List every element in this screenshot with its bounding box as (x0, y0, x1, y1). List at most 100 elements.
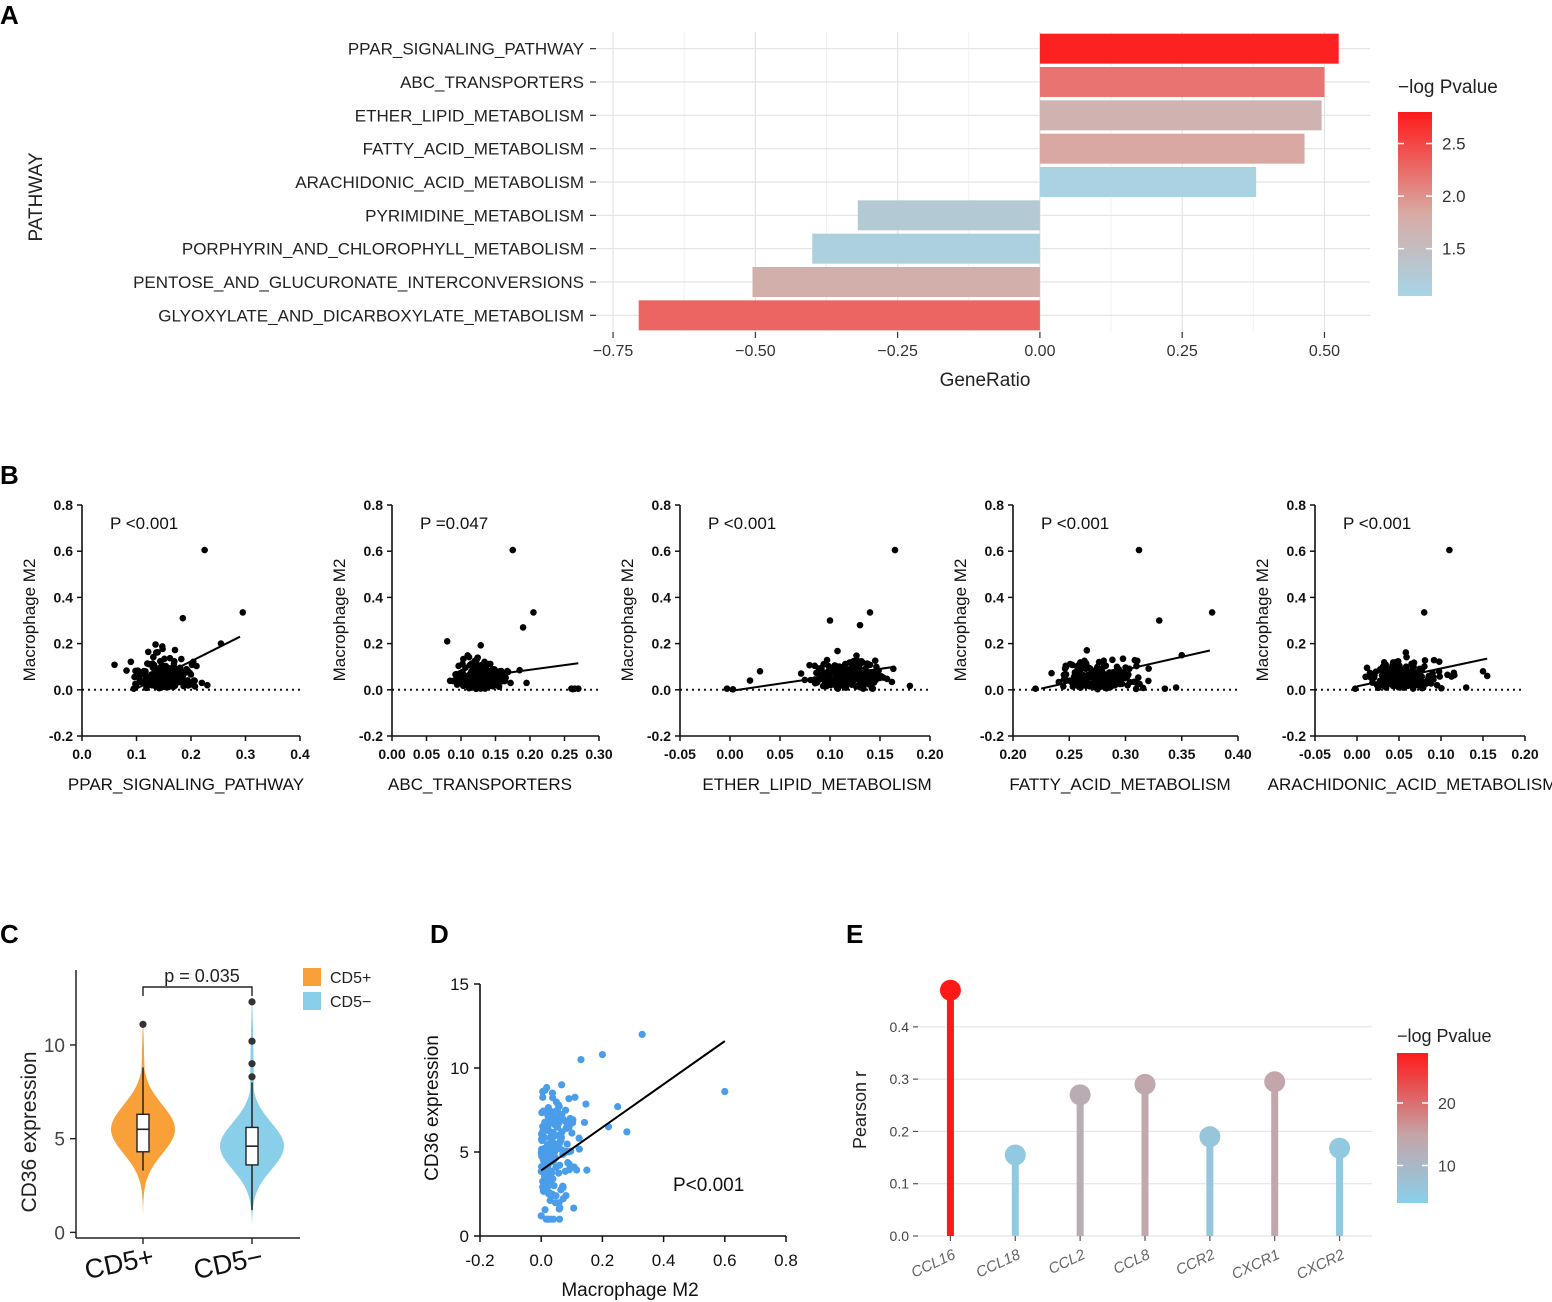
panel-b-point (171, 646, 179, 654)
panel-c-outlier (248, 1073, 256, 1081)
panel-b-point (1352, 685, 1359, 692)
panel-b-point (171, 657, 178, 665)
panel-b-point (1085, 664, 1092, 671)
panel-d-xtick-label: 0.0 (529, 1251, 553, 1270)
panel-b-point (836, 666, 844, 674)
panel-b-point (150, 664, 157, 672)
panel-d-ytick-label: 10 (450, 1059, 469, 1078)
panel-a-xtick-label: −0.50 (735, 343, 776, 360)
panel-b-ytick-label: 0.6 (54, 543, 74, 559)
panel-b-point (159, 645, 166, 653)
panel-b-ytick-label: 0.0 (985, 682, 1005, 698)
panel-d-point (541, 1206, 549, 1214)
panel-d-point (566, 1114, 574, 1123)
panel-b-point (111, 661, 118, 669)
panel-b-point (496, 674, 503, 682)
panel-b-point (1100, 683, 1108, 691)
panel-b-xtick-label: -0.05 (664, 746, 696, 762)
panel-b-ylabel: Macrophage M2 (951, 559, 970, 682)
panel-b-point (134, 667, 142, 674)
panel-b-ytick-label: 0.2 (364, 636, 384, 652)
panel-b-point (152, 641, 159, 648)
panel-a-colorbar (1398, 112, 1432, 296)
panel-d-point (575, 1145, 583, 1153)
panel-d-point (539, 1093, 547, 1101)
panel-b-xtick-label: 0.15 (866, 746, 893, 762)
panel-b-point (888, 678, 896, 686)
panel-b-point (239, 609, 247, 616)
panel-b-point (127, 658, 135, 666)
panel-b-point (1390, 663, 1398, 671)
panel-d-point (572, 1166, 581, 1174)
panel-b-ytick-label: 0.2 (1287, 636, 1307, 652)
panel-b-point (1048, 669, 1055, 677)
panel-d-point (545, 1111, 554, 1119)
panel-a-bar (1039, 67, 1325, 97)
panel-e-category-label: CXCR2 (1294, 1246, 1348, 1283)
panel-e-colorbar (1397, 1053, 1428, 1203)
panel-b-point (1436, 673, 1444, 680)
panel-b-xtick-label: 0.15 (1469, 746, 1496, 762)
panel-b-point (723, 685, 731, 692)
panel-b-point (477, 665, 485, 673)
panel-d-point (550, 1182, 558, 1190)
panel-b-point (507, 679, 514, 687)
panel-b-ytick-label: 0.6 (985, 543, 1005, 559)
panel-d-point (580, 1118, 589, 1127)
panel-c-category-label: CD5− (191, 1241, 265, 1285)
panel-b-trendline (450, 662, 579, 682)
panel-d-point (548, 1089, 557, 1097)
panel-b-ytick-label: 0.4 (54, 589, 74, 605)
panel-b-point (1083, 647, 1091, 654)
panel-b-xtick-label: 0.00 (378, 746, 405, 762)
panel-b-point (1155, 617, 1163, 624)
panel-b-ytick-label: -0.2 (647, 728, 671, 744)
panel-b-point (1379, 663, 1387, 671)
panel-b-ytick-label: 0.2 (54, 636, 74, 652)
panel-b-point (756, 668, 764, 675)
panel-e-dot (1069, 1084, 1091, 1106)
panel-b-ytick-label: 0.8 (54, 497, 74, 513)
panel-d-point (638, 1030, 646, 1038)
panel-d-ylabel: CD36 expression (422, 1035, 443, 1181)
panel-d-point (543, 1215, 551, 1223)
panel-b-point (1134, 657, 1141, 665)
panel-b-ytick-label: 0.2 (985, 636, 1005, 652)
panel-a-bar (1039, 133, 1305, 164)
panel-b-point (1427, 680, 1435, 687)
panel-b-point (1069, 683, 1077, 690)
panel-d-point (583, 1166, 591, 1174)
panel-b-p-value: P <0.001 (110, 514, 178, 533)
panel-letter-b: B (0, 460, 19, 490)
panel-b-xlabel: FATTY_ACID_METABOLISM (1009, 775, 1230, 794)
panel-b-xtick-label: 0.1 (127, 746, 147, 762)
panel-e-ylabel: Pearson r (850, 1071, 870, 1149)
panel-b-xlabel: PPAR_SIGNALING_PATHWAY (68, 775, 304, 794)
panel-b-ylabel: Macrophage M2 (330, 559, 349, 682)
panel-b-point (1414, 681, 1422, 688)
panel-b-point (472, 682, 480, 690)
panel-d-point (558, 1081, 566, 1089)
panel-a-ylabel: PATHWAY (26, 152, 47, 241)
panel-a-category-label: ARACHIDONIC_ACID_METABOLISM (295, 173, 584, 192)
panel-b-xtick-label: 0.4 (290, 746, 310, 762)
panel-d-point (568, 1129, 576, 1137)
panel-b-point (1116, 678, 1123, 686)
panel-b-point (1135, 674, 1142, 681)
panel-a-bar (1039, 167, 1257, 197)
panel-e-dot (1004, 1144, 1026, 1166)
panel-d-point (598, 1050, 607, 1059)
panel-b-point (1208, 609, 1216, 616)
panel-b-point (1032, 685, 1039, 692)
panel-a-xtick-label: 0.25 (1167, 343, 1198, 360)
panel-b-point (198, 679, 206, 687)
panel-a-category-label: PYRIMIDINE_METABOLISM (365, 206, 584, 225)
panel-b-ytick-label: 0.4 (1287, 589, 1307, 605)
panel-b-point (1462, 684, 1470, 691)
panel-b-trendline (136, 635, 241, 690)
panel-b-xtick-label: 0.2 (181, 746, 201, 762)
panel-d-point (537, 1136, 546, 1144)
panel-b-trendline (1040, 649, 1211, 690)
panel-b-xtick-label: 0.00 (1343, 746, 1370, 762)
panel-e-ytick-label: 0.3 (890, 1071, 910, 1087)
